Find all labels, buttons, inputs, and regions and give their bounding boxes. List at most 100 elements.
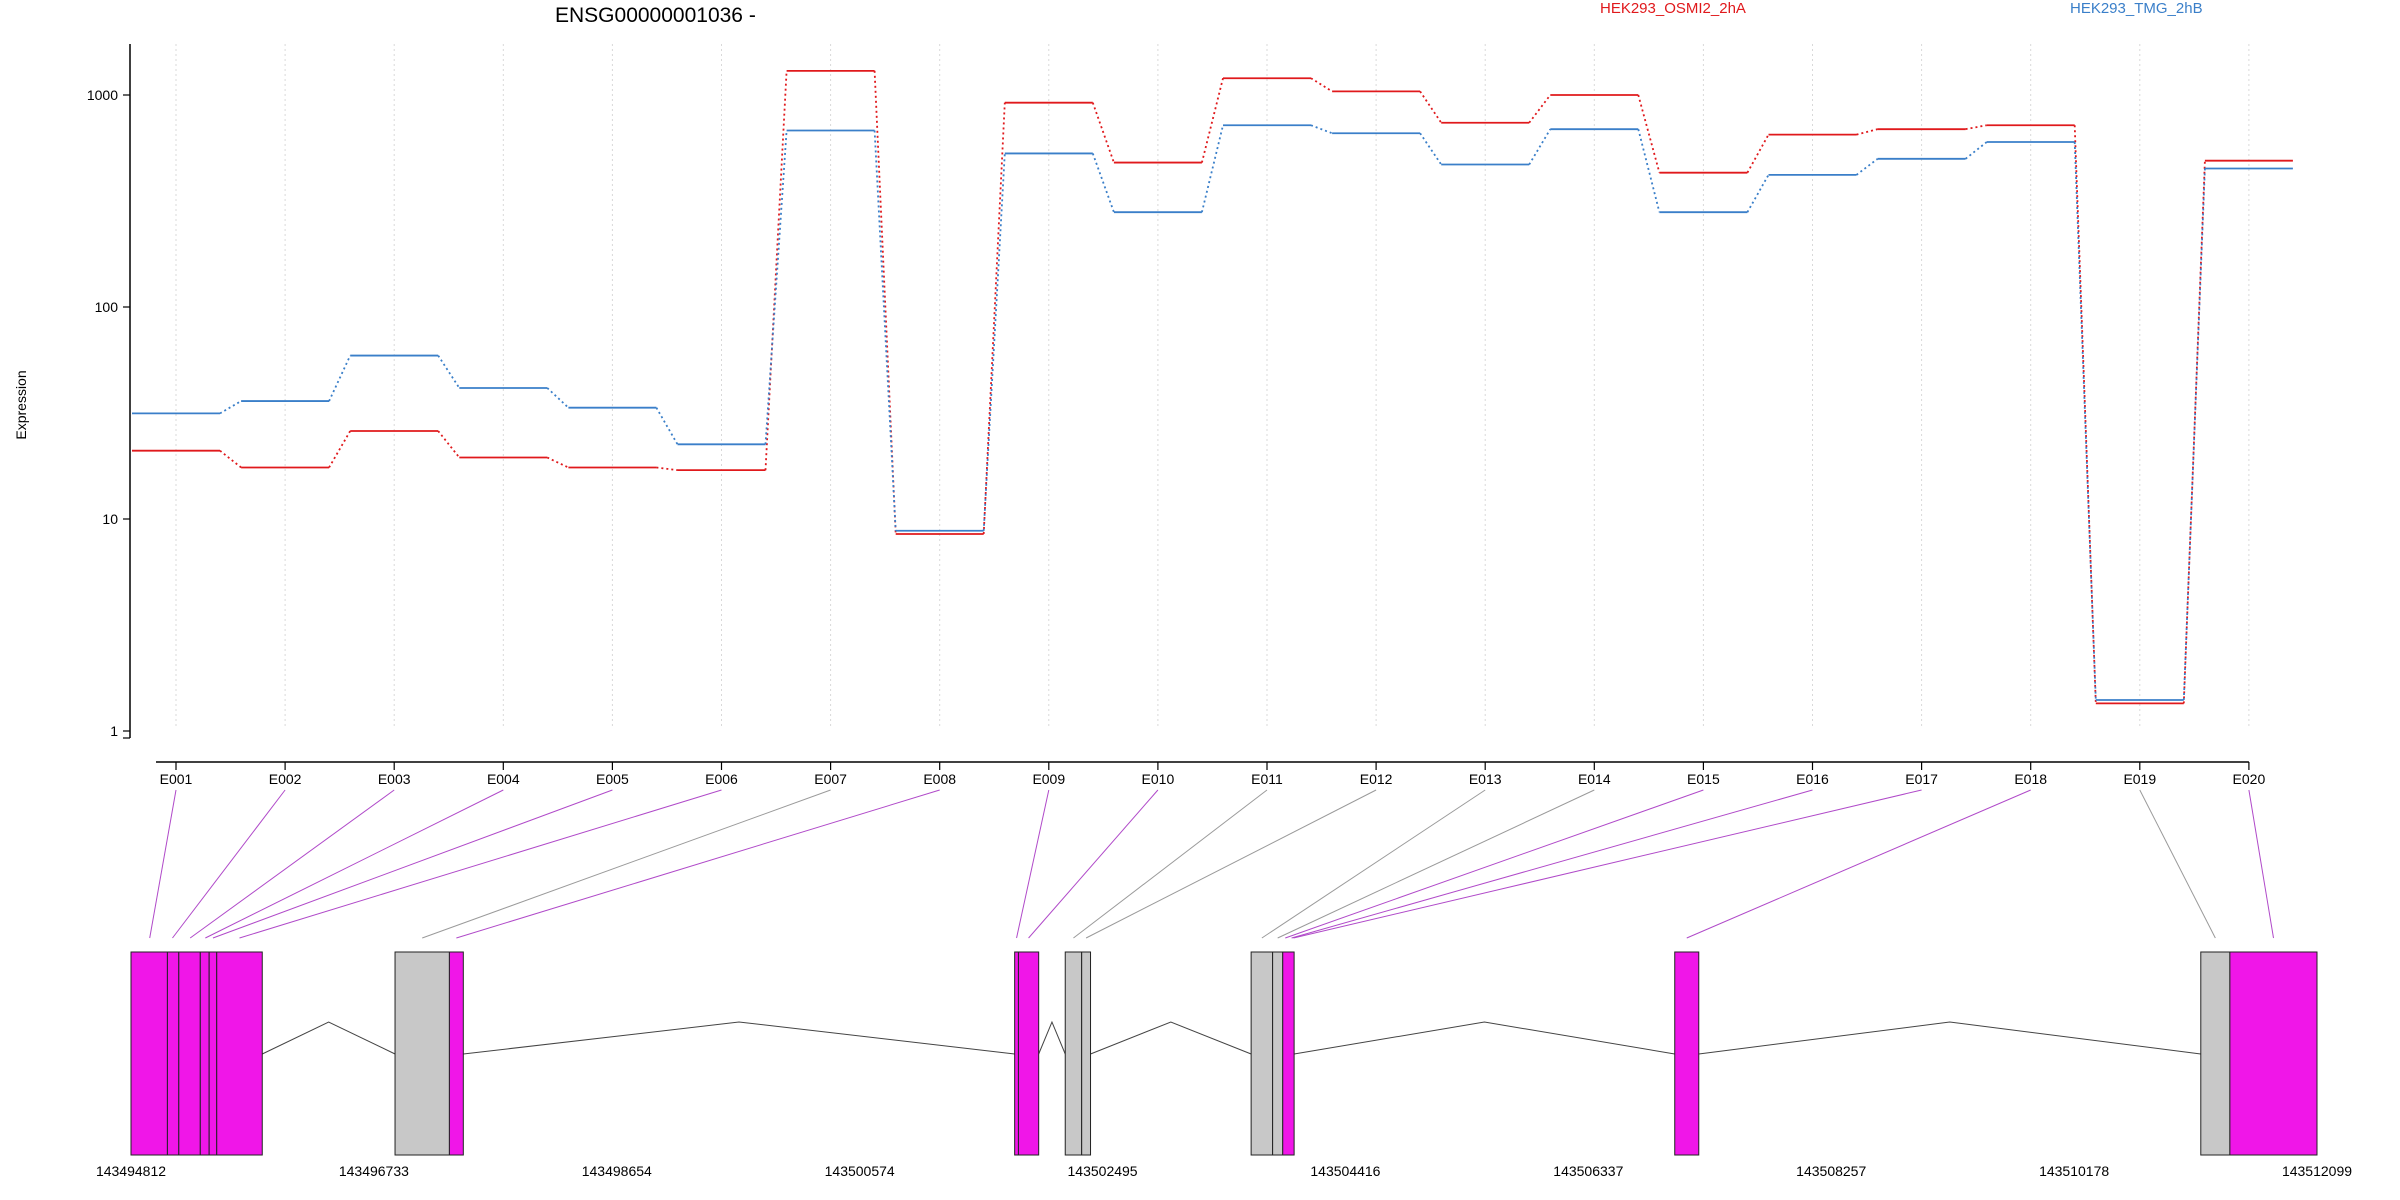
series-1-transition-E004 [546, 387, 570, 409]
grid-lines [175, 44, 2250, 728]
x-tick-label-E010: E010 [1142, 771, 1175, 787]
series-0-transition-E003 [437, 430, 461, 459]
x-tick-label-E007: E007 [814, 771, 847, 787]
x-tick-label-E011: E011 [1251, 771, 1283, 787]
x-tick-label-E009: E009 [1032, 771, 1065, 787]
x-tick-label-E018: E018 [2014, 771, 2047, 787]
x-tick-label-E003: E003 [378, 771, 411, 787]
y-tick-label-100: 100 [95, 299, 119, 315]
connector-E012 [1085, 789, 1377, 939]
x-tick-label-E005: E005 [596, 771, 629, 787]
axes: 1 10 100 1000 [87, 44, 2249, 763]
intron-6 [1698, 1021, 2201, 1055]
coordinate-label-6: 143504416 [1310, 1163, 1380, 1179]
intron-5 [1294, 1021, 1675, 1055]
exon-block-7 [394, 951, 450, 1156]
coordinate-label-9: 143510178 [2039, 1163, 2109, 1179]
connector-E005 [212, 789, 613, 939]
x-tick-label-E004: E004 [487, 771, 520, 787]
exon-block-14 [1272, 951, 1284, 1156]
exon-block-3 [178, 951, 201, 1156]
x-tick-label-E014: E014 [1578, 771, 1611, 787]
series-0-transition-E013 [1528, 94, 1552, 124]
intron-2 [463, 1021, 1015, 1055]
series-0-transition-E011 [1310, 77, 1333, 93]
series-1-transition-E006 [764, 130, 788, 445]
series-0-transition-E012 [1419, 90, 1442, 124]
connector-E018 [1686, 789, 2031, 939]
x-tick-label-E001: E001 [160, 771, 193, 787]
intron-lines [262, 1020, 2201, 1055]
series-1-transition-E001 [219, 400, 242, 415]
y-tick-label-10: 10 [102, 511, 118, 527]
x-tick-label-E002: E002 [269, 771, 302, 787]
x-tick-label-E006: E006 [705, 771, 738, 787]
series-1-transition-E014 [1637, 128, 1661, 213]
connector-E007 [422, 789, 831, 939]
series-1-transition-E005 [655, 407, 679, 445]
exon-block-10 [1017, 951, 1040, 1156]
exon-block-16 [1674, 951, 1700, 1156]
series-1-transition-E003 [437, 355, 461, 389]
x-tick-label-E015: E015 [1687, 771, 1720, 787]
series-0-transition-E007 [873, 70, 897, 535]
genomic-coordinate-labels: 143494812 143496733 143498654 143500574 1435… [96, 1163, 2352, 1179]
connector-E014 [1277, 789, 1595, 939]
y-axis-label: Expression [13, 370, 29, 439]
y-tick-label-1000: 1000 [87, 87, 118, 103]
series-1-transition-E007 [873, 130, 897, 531]
exon-block-2 [166, 951, 180, 1156]
coordinate-label-10: 143512099 [2282, 1163, 2352, 1179]
exon-block-5 [208, 951, 218, 1156]
x-tick-label-E012: E012 [1360, 771, 1393, 787]
connector-E016 [1291, 789, 1813, 939]
x-tick-label-E017: E017 [1905, 771, 1938, 787]
gene-model-exons [130, 951, 2318, 1156]
connector-E008 [456, 789, 940, 939]
legend-entry-tmg: HEK293_TMG_2hB [2070, 0, 2203, 17]
exon-connector-lines [149, 789, 2274, 939]
intron-1 [262, 1021, 396, 1055]
connector-E010 [1028, 789, 1159, 939]
series-0-transition-E017 [1965, 124, 1987, 131]
intron-4 [1090, 1021, 1252, 1055]
series-1-transition-E009 [1091, 153, 1115, 213]
connector-E006 [239, 789, 722, 939]
connector-E004 [205, 789, 504, 939]
series-1-transition-E013 [1528, 128, 1552, 165]
series-0-transition-E016 [1856, 128, 1878, 136]
exon-block-11 [1064, 951, 1083, 1156]
connector-E019 [2139, 789, 2216, 939]
series-1-transition-E016 [1855, 158, 1879, 176]
intron-3 [1038, 1020, 1066, 1055]
x-tick-label-E019: E019 [2123, 771, 2156, 787]
x-tick-label-E013: E013 [1469, 771, 1502, 787]
series-0-transition-E018 [2073, 125, 2097, 704]
exon-block-13 [1250, 951, 1274, 1156]
coordinate-label-7: 143506337 [1553, 1163, 1623, 1179]
series-0-transition-E019 [2182, 160, 2206, 704]
connector-E015 [1285, 789, 1704, 939]
x-tick-label-E008: E008 [923, 771, 956, 787]
coordinate-label-5: 143502495 [1068, 1163, 1138, 1179]
series-1-transition-E008 [982, 153, 1006, 531]
coordinate-label-2: 143496733 [339, 1163, 409, 1179]
exon-block-1 [130, 951, 168, 1156]
coordinate-label-3: 143498654 [582, 1163, 652, 1179]
exon-block-8 [448, 951, 464, 1156]
connector-E001 [149, 789, 177, 939]
connector-E003 [189, 789, 395, 939]
exon-block-12 [1081, 951, 1092, 1156]
series-0-transition-E009 [1091, 102, 1115, 163]
series-1-transition-E017 [1965, 141, 1988, 160]
x-tick-label-E020: E020 [2233, 771, 2266, 787]
exon-block-6 [216, 951, 263, 1156]
exon-block-18 [2229, 951, 2318, 1156]
series-1-transition-E010 [1201, 125, 1224, 213]
series-1-transition-E015 [1746, 174, 1770, 213]
series-0-transition-E008 [982, 102, 1006, 535]
x-axis-ticks: E001 E002 E003 E004 E005 E006 E007 E008 E009 E010… [160, 762, 2266, 787]
exon-block-15 [1282, 951, 1295, 1156]
series-0-transition-E002 [328, 430, 351, 468]
